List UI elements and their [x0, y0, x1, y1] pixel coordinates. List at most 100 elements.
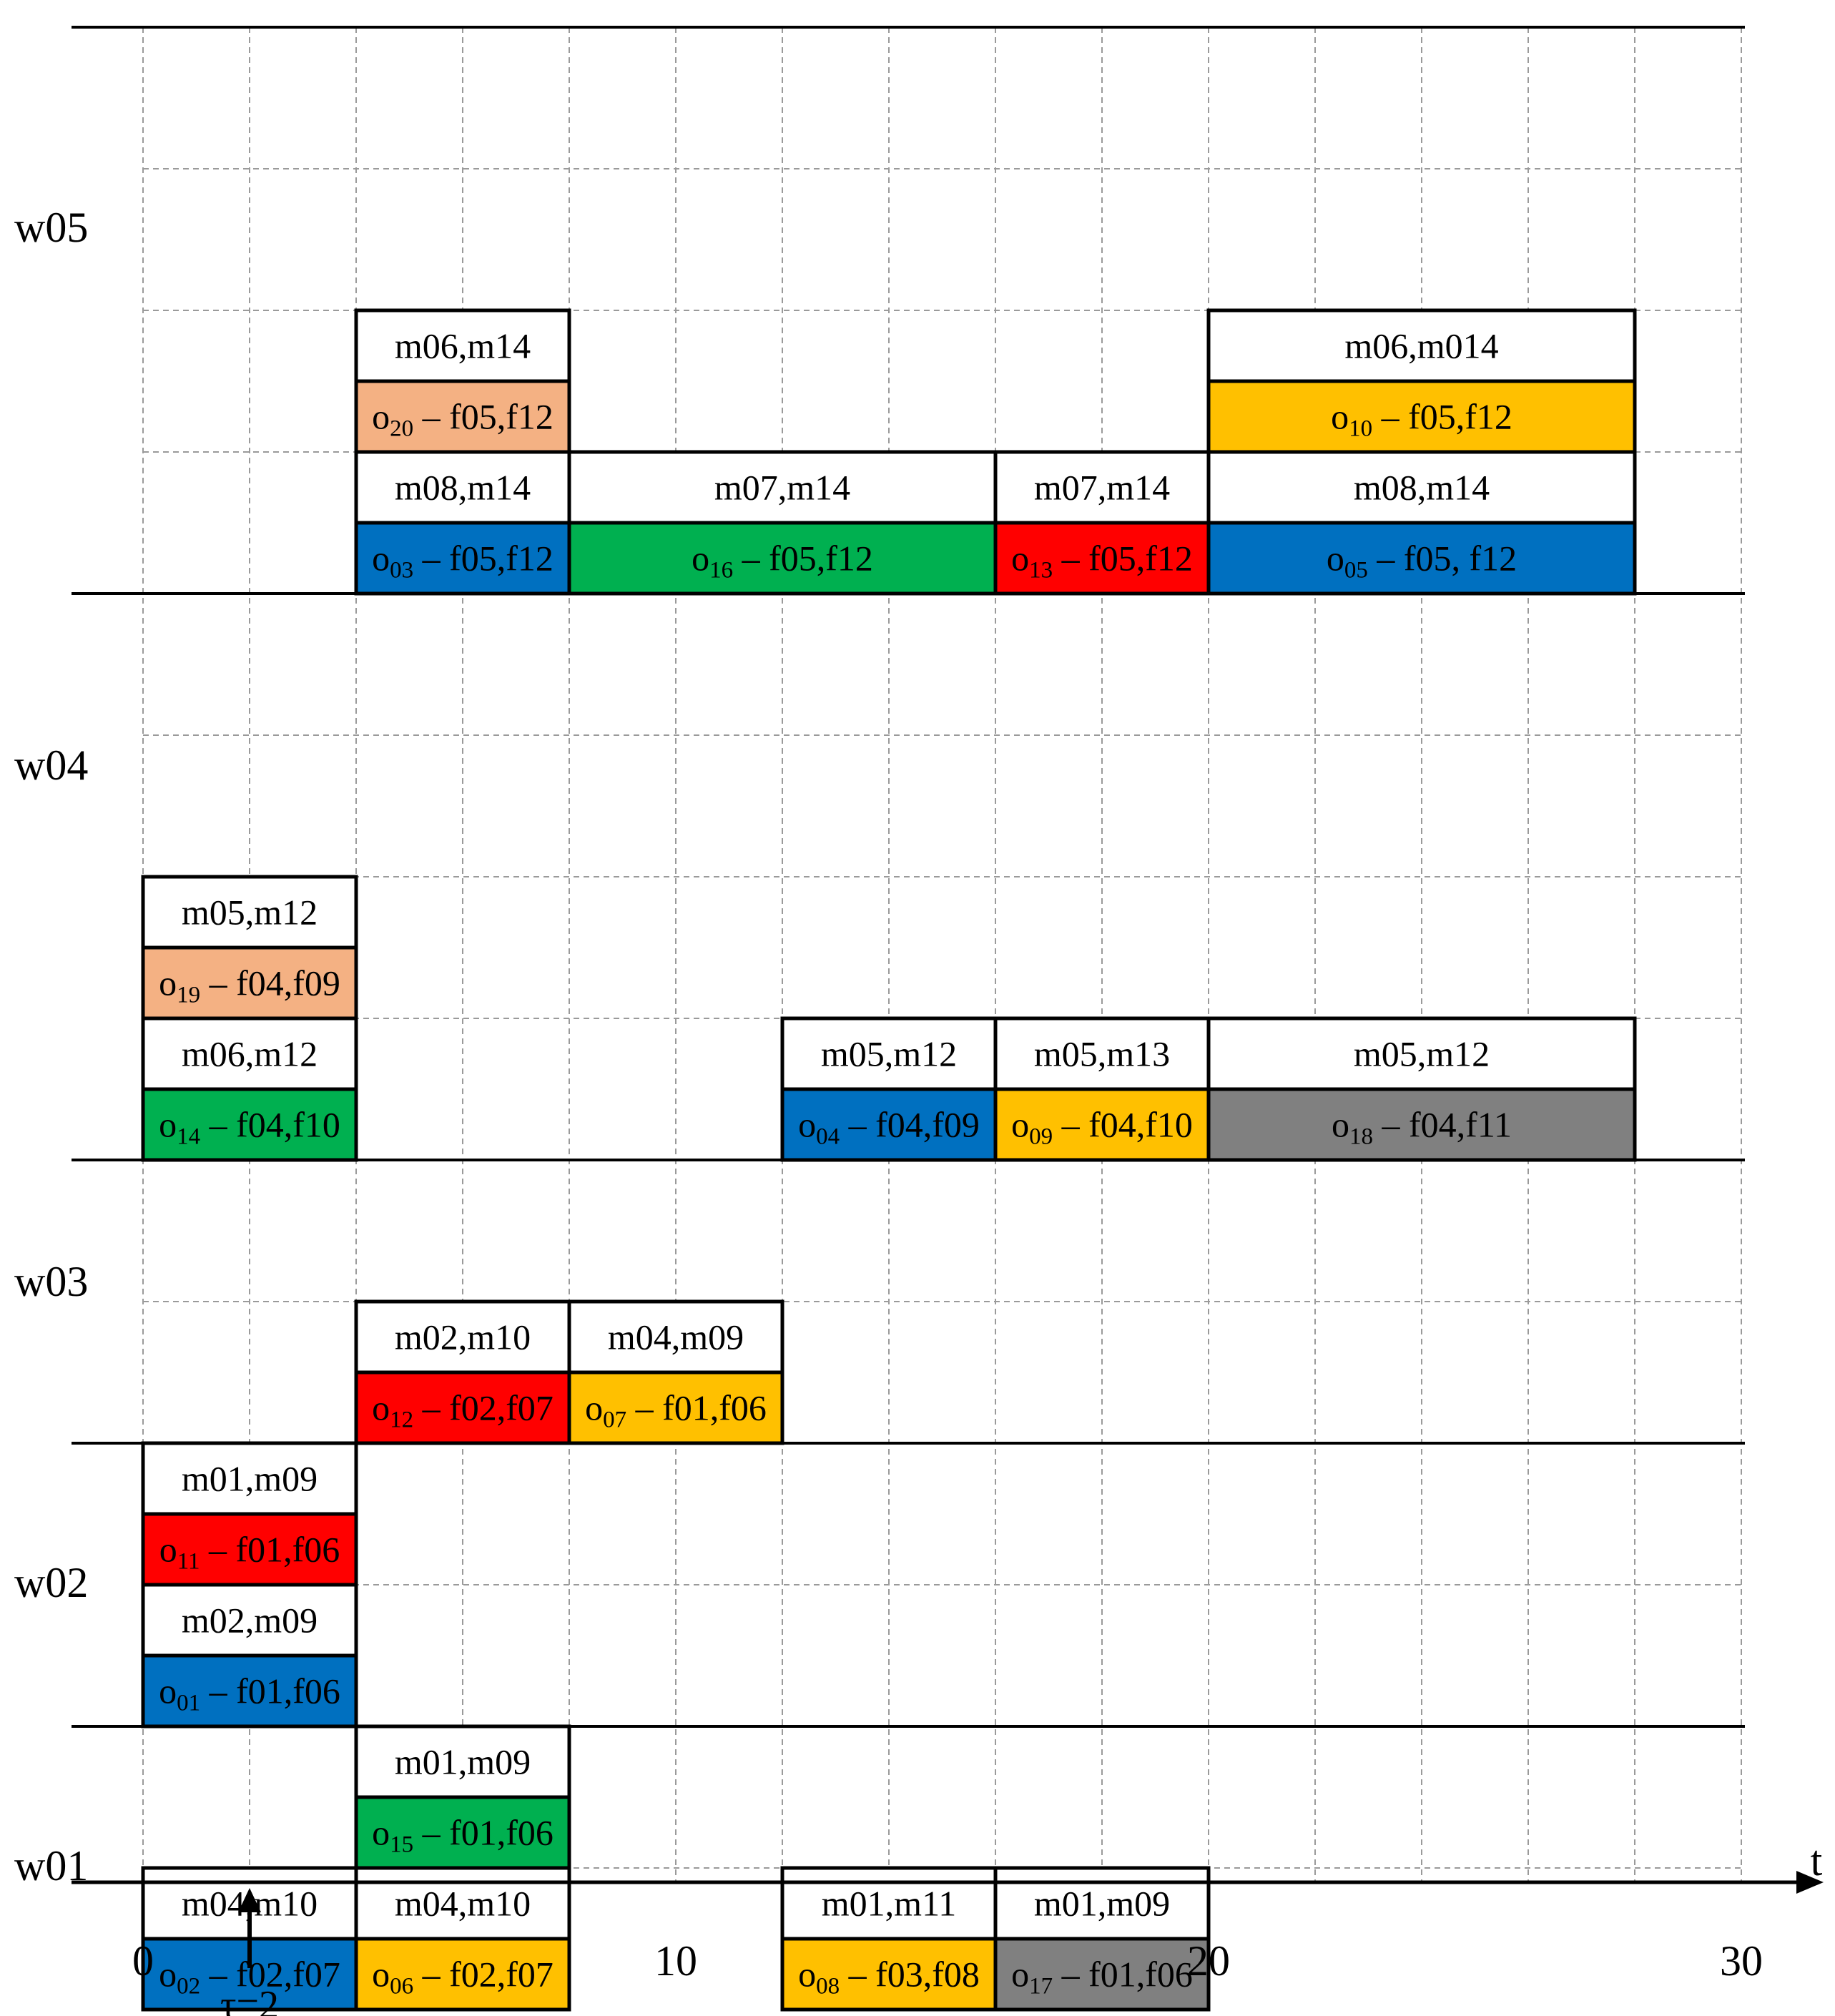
operation-cell [993, 1087, 1211, 1162]
task-block: m01,m09 o15 – f01,f06 [354, 1724, 571, 1870]
machine-cell [993, 450, 1211, 525]
task-block: m05,m12 o19 – f04,f09 [141, 875, 358, 1021]
task-block: m08,m14 o03 – f05,f12 [354, 450, 571, 596]
row-label: w02 [14, 1559, 88, 1606]
task-block: m08,m14 o05 – f05, f12 [1206, 450, 1637, 596]
machine-cell [354, 1724, 571, 1799]
operation-cell [567, 1370, 784, 1445]
operation-label: o18 – f04,f11 [1332, 1105, 1512, 1150]
row-label: w05 [14, 204, 88, 251]
machine-label: m05,m12 [1354, 1034, 1490, 1074]
task-block: m05,m12 o04 – f04,f09 [780, 1016, 998, 1162]
operation-cell [354, 1937, 571, 2012]
operation-label: o04 – f04,f09 [798, 1105, 980, 1150]
operation-cell [141, 1087, 358, 1162]
row-labels: w05 w04 w03 w02 w01 [14, 204, 88, 1889]
operation-label: o09 – f04,f10 [1011, 1105, 1193, 1150]
machine-cell [567, 450, 998, 525]
task-block: m05,m13 o09 – f04,f10 [993, 1016, 1211, 1162]
operation-label: o07 – f01,f06 [585, 1388, 767, 1433]
row-label: w04 [14, 742, 88, 789]
machine-cell [1206, 308, 1637, 383]
operation-label: o03 – f05,f12 [372, 539, 554, 584]
task-block: m05,m12 o18 – f04,f11 [1206, 1016, 1637, 1162]
machine-label: m06,m14 [395, 326, 531, 366]
operation-cell [141, 1653, 358, 1729]
x-tick-label: 20 [1187, 1937, 1230, 1985]
machine-label: m04,m09 [608, 1317, 744, 1357]
task-block: m07,m14 o16 – f05,f12 [567, 450, 998, 596]
operation-label: o02 – f02,f07 [159, 1954, 340, 2000]
machine-label: m02,m10 [395, 1317, 531, 1357]
operation-cell [1206, 521, 1637, 596]
machine-cell [141, 1583, 358, 1658]
operation-cell [1206, 379, 1637, 454]
machine-cell [993, 1866, 1211, 1941]
task-block: m01,m09 o17 – f01,f06 [993, 1866, 1211, 2012]
machine-label: m04,m10 [395, 1884, 531, 1924]
task-block: m02,m09 o01 – f01,f06 [141, 1583, 358, 1729]
operation-label: o06 – f02,f07 [372, 1954, 554, 2000]
machine-cell [141, 1441, 358, 1516]
operation-cell [1206, 1087, 1637, 1162]
machine-label: m05,m12 [182, 893, 318, 933]
operation-cell [780, 1087, 998, 1162]
machine-cell [354, 1866, 571, 1941]
x-tick-label: 0 [132, 1937, 154, 1985]
operation-label: o01 – f01,f06 [159, 1671, 340, 1716]
operation-label: o16 – f05,f12 [692, 539, 873, 584]
operation-label: o08 – f03,f08 [798, 1954, 980, 2000]
machine-cell [567, 1299, 784, 1375]
x-tick-label: 30 [1720, 1937, 1763, 1985]
machine-cell [993, 1016, 1211, 1091]
task-block: m04,m09 o07 – f01,f06 [567, 1299, 784, 1445]
machine-cell [1206, 1016, 1637, 1091]
tasks: m06,m14 o20 – f05,f12 m06,m014 o10 – f05,f1… [141, 308, 1637, 2012]
machine-label: m08,m14 [395, 468, 531, 508]
marker-label: τ=2 [220, 1983, 279, 2016]
machine-label: m01,m11 [822, 1884, 956, 1924]
operation-label: o12 – f02,f07 [372, 1388, 554, 1433]
task-block: m07,m14 o13 – f05,f12 [993, 450, 1211, 596]
operation-cell [993, 1937, 1211, 2012]
machine-label: m05,m13 [1034, 1034, 1170, 1074]
machine-label: m02,m09 [182, 1600, 318, 1641]
machine-label: m06,m12 [182, 1034, 318, 1074]
marker-arrow-head [238, 1888, 261, 1912]
task-block: m01,m11 o08 – f03,f08 [780, 1866, 998, 2012]
operation-label: o17 – f01,f06 [1011, 1954, 1193, 2000]
machine-label: m06,m014 [1344, 326, 1498, 366]
operation-label: o11 – f01,f06 [159, 1530, 340, 1575]
row-label: w01 [14, 1842, 88, 1889]
operation-label: o05 – f05, f12 [1327, 539, 1517, 584]
operation-label: o10 – f05,f12 [1331, 397, 1512, 442]
x-tick-label: 10 [654, 1937, 697, 1985]
machine-label: m07,m14 [1034, 468, 1170, 508]
task-block: m02,m10 o12 – f02,f07 [354, 1299, 571, 1445]
machine-label: m01,m09 [182, 1459, 318, 1499]
time-axis: t 0 10 20 30 τ=2 [72, 1837, 1824, 2016]
task-block: m01,m09 o11 – f01,f06 [141, 1441, 358, 1587]
machine-label: m07,m14 [714, 468, 850, 508]
machine-label: m08,m14 [1354, 468, 1490, 508]
task-block: m06,m12 o14 – f04,f10 [141, 1016, 358, 1162]
machine-label: m01,m09 [395, 1742, 531, 1782]
operation-cell [354, 379, 571, 454]
task-block: m04,m10 o06 – f02,f07 [354, 1866, 571, 2012]
task-block: m06,m014 o10 – f05,f12 [1206, 308, 1637, 454]
x-axis-arrow [1796, 1871, 1824, 1894]
operation-cell [354, 1370, 571, 1445]
machine-cell [780, 1016, 998, 1091]
x-axis-label: t [1811, 1837, 1823, 1884]
row-label: w03 [14, 1258, 88, 1305]
machine-cell [1206, 450, 1637, 525]
operation-label: o13 – f05,f12 [1011, 539, 1193, 584]
machine-label: m01,m09 [1034, 1884, 1170, 1924]
task-block: m06,m14 o20 – f05,f12 [354, 308, 571, 454]
operation-label: o20 – f05,f12 [372, 397, 554, 442]
grid [142, 27, 1745, 1882]
operation-label: o15 – f01,f06 [372, 1813, 554, 1858]
operation-label: o14 – f04,f10 [159, 1105, 340, 1150]
machine-label: m05,m12 [821, 1034, 957, 1074]
